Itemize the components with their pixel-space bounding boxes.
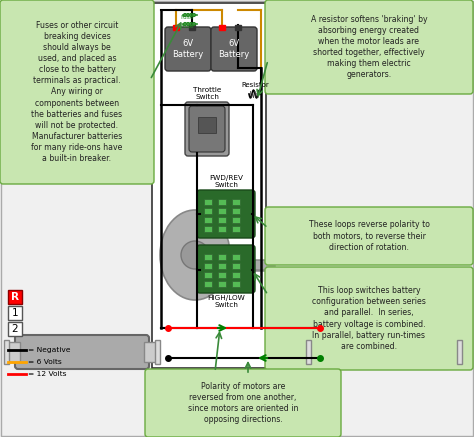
FancyBboxPatch shape: [211, 27, 257, 71]
Text: 6V
Battery: 6V Battery: [173, 39, 204, 59]
Text: Fuse: Fuse: [180, 15, 194, 20]
Bar: [232, 272, 240, 278]
Text: Throttle
Switch: Throttle Switch: [193, 87, 221, 100]
Bar: [218, 281, 226, 287]
Text: = 12 Volts: = 12 Volts: [28, 371, 66, 377]
Bar: [173, 25, 179, 30]
Ellipse shape: [181, 241, 209, 269]
Bar: [218, 199, 226, 205]
Text: R: R: [11, 292, 19, 302]
Text: = 6 Volts: = 6 Volts: [28, 359, 62, 365]
Bar: [204, 272, 212, 278]
Bar: [189, 25, 195, 30]
FancyBboxPatch shape: [317, 335, 451, 369]
Bar: [204, 208, 212, 214]
Bar: [8, 322, 22, 336]
Bar: [204, 217, 212, 223]
Bar: [457, 340, 462, 364]
Bar: [218, 226, 226, 232]
Text: FWD/REV
Switch: FWD/REV Switch: [209, 175, 243, 188]
Bar: [8, 290, 22, 304]
FancyBboxPatch shape: [152, 3, 266, 368]
Bar: [218, 208, 226, 214]
Text: Fuse: Fuse: [180, 24, 194, 29]
Bar: [204, 199, 212, 205]
Text: Polarity of motors are
reversed from one another,
since motors are oriented in
o: Polarity of motors are reversed from one…: [188, 382, 298, 424]
Bar: [232, 217, 240, 223]
Bar: [218, 263, 226, 269]
Bar: [219, 25, 225, 30]
FancyBboxPatch shape: [145, 369, 341, 437]
Bar: [306, 340, 311, 364]
Bar: [204, 263, 212, 269]
Text: This loop switches battery
configuration between series
and parallel.  In series: This loop switches battery configuration…: [312, 286, 426, 351]
Bar: [232, 254, 240, 260]
Bar: [218, 272, 226, 278]
Text: A resistor softens 'braking' by
absorbing energy created
when the motor leads ar: A resistor softens 'braking' by absorbin…: [310, 15, 428, 79]
FancyBboxPatch shape: [185, 102, 229, 156]
Bar: [204, 281, 212, 287]
Bar: [232, 263, 240, 269]
Bar: [232, 199, 240, 205]
FancyBboxPatch shape: [197, 245, 255, 293]
Text: WW: WW: [250, 90, 260, 100]
Bar: [204, 254, 212, 260]
FancyBboxPatch shape: [197, 190, 255, 238]
Bar: [232, 281, 240, 287]
Bar: [198, 117, 216, 133]
FancyBboxPatch shape: [265, 0, 473, 94]
Text: 1: 1: [12, 308, 18, 318]
Bar: [446, 342, 458, 362]
Bar: [204, 226, 212, 232]
FancyBboxPatch shape: [265, 207, 473, 265]
Text: HIGH/LOW
Switch: HIGH/LOW Switch: [207, 295, 245, 308]
Text: Fuses or other circuit
breaking devices
should always be
used, and placed as
clo: Fuses or other circuit breaking devices …: [31, 21, 123, 163]
Bar: [235, 25, 241, 30]
FancyBboxPatch shape: [0, 0, 154, 184]
Bar: [232, 226, 240, 232]
FancyBboxPatch shape: [189, 106, 225, 152]
Bar: [218, 217, 226, 223]
Bar: [155, 340, 160, 364]
Text: These loops reverse polarity to
both motors, to reverse their
direction of rotat: These loops reverse polarity to both mot…: [309, 220, 429, 252]
Bar: [4, 340, 9, 364]
Text: 2: 2: [12, 324, 18, 334]
Bar: [8, 342, 20, 362]
FancyBboxPatch shape: [165, 27, 211, 71]
FancyBboxPatch shape: [15, 335, 149, 369]
Bar: [8, 306, 22, 320]
Bar: [218, 254, 226, 260]
Text: 6V
Battery: 6V Battery: [219, 39, 250, 59]
Bar: [144, 342, 156, 362]
FancyBboxPatch shape: [265, 267, 473, 370]
Text: Resistor: Resistor: [241, 82, 269, 88]
Text: = Negative: = Negative: [28, 347, 71, 353]
Ellipse shape: [160, 210, 230, 300]
Bar: [310, 342, 322, 362]
Bar: [232, 208, 240, 214]
